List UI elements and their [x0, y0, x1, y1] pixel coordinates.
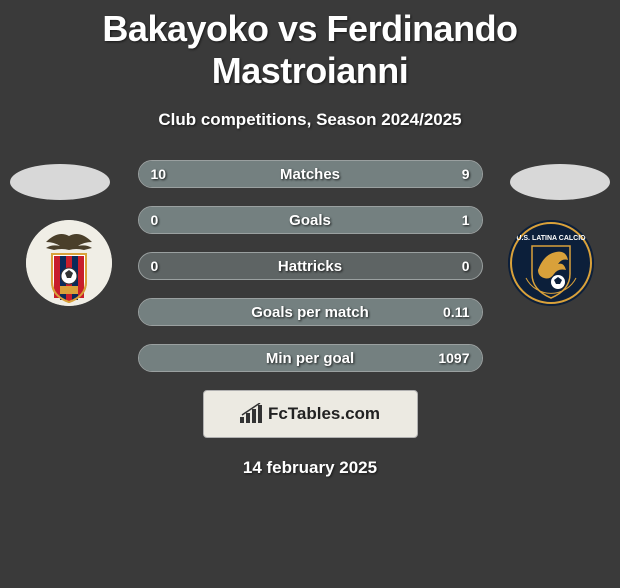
- stat-value-right: 9: [462, 166, 470, 182]
- stat-row: 0 0Hattricks: [138, 252, 483, 280]
- page-title: Bakayoko vs Ferdinando Mastroianni: [0, 8, 620, 92]
- stat-row: 0.11Goals per match: [138, 298, 483, 326]
- us-latina-crest-icon: U.S. LATINA CALCIO: [508, 220, 594, 306]
- stat-value-right: 1097: [438, 350, 469, 366]
- subtitle: Club competitions, Season 2024/2025: [0, 110, 620, 130]
- stat-bar-right: [317, 161, 482, 187]
- stat-row: 1097Min per goal: [138, 344, 483, 372]
- stat-value-right: 0: [462, 258, 470, 274]
- stat-label: Hattricks: [139, 258, 482, 275]
- player-photo-right-placeholder: [510, 164, 610, 200]
- stat-row: 01Goals: [138, 206, 483, 234]
- club-logo-right: U.S. LATINA CALCIO: [508, 220, 594, 306]
- stat-row: 109Matches: [138, 160, 483, 188]
- stat-value-right: 1: [462, 212, 470, 228]
- brand-chart-icon: [240, 403, 264, 425]
- stat-bar-right: [139, 299, 482, 325]
- stat-value-left: 10: [151, 166, 167, 182]
- stat-bar-right: [139, 207, 482, 233]
- stats-list: 109Matches01Goals00Hattricks0.11Goals pe…: [138, 160, 483, 372]
- comparison-panel: U.S. LATINA CALCIO 109Matches01Goals00Ha…: [0, 160, 620, 478]
- brand-text: FcTables.com: [268, 404, 380, 424]
- casertana-crest-icon: [26, 220, 112, 306]
- stat-value-left: 0: [151, 212, 159, 228]
- date-label: 14 february 2025: [0, 458, 620, 478]
- stat-value-left: 0: [151, 258, 159, 274]
- svg-text:U.S. LATINA CALCIO: U.S. LATINA CALCIO: [516, 235, 586, 242]
- brand-box: FcTables.com: [203, 390, 418, 438]
- club-logo-left: [26, 220, 112, 306]
- player-photo-left-placeholder: [10, 164, 110, 200]
- stat-value-right: 0.11: [443, 304, 469, 320]
- stat-bar-right: [139, 345, 482, 371]
